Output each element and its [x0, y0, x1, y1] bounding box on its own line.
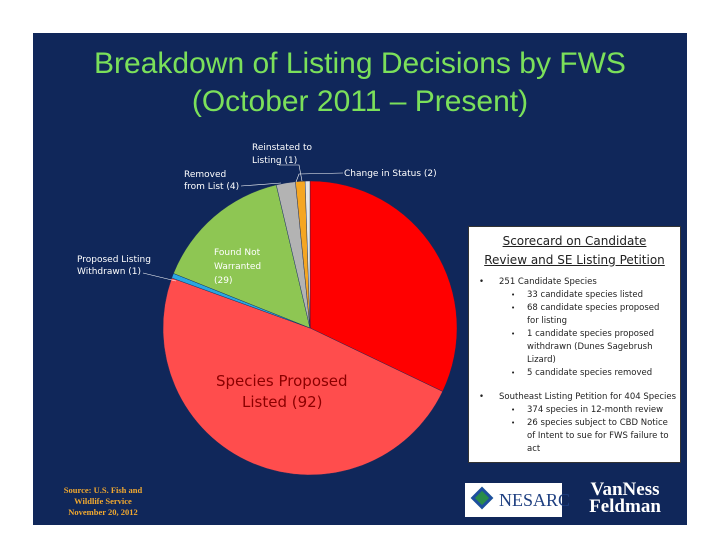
label-reinstated-2: Listing (1): [252, 156, 297, 166]
nesarc-diamond-icon: [470, 486, 494, 510]
source-note: Source: U.S. Fish and Wildlife Service N…: [33, 485, 173, 518]
pie-slice-3: [173, 184, 311, 329]
scorecard-subitem: 33 candidate species listed: [469, 289, 680, 302]
source-line2: Wildlife Service: [74, 496, 132, 506]
slide-title-line2: (October 2011 – Present): [191, 85, 529, 118]
pie-slice-0: [309, 180, 458, 392]
label-removed-1: Removed: [184, 170, 226, 180]
scorecard-title-line2: Review and SE Listing Petition: [484, 253, 665, 267]
label-removed-2: from List (4): [184, 182, 239, 192]
scorecard-subitem: 374 species in 12-month review: [469, 404, 680, 417]
scorecard-subitem: 1 candidate species proposed withdrawn (…: [469, 328, 680, 367]
slide: Breakdown of Listing Decisions by FWS (O…: [33, 33, 687, 525]
source-line1: Source: U.S. Fish and: [63, 485, 143, 495]
nesarc-logo-text: NESARC: [499, 490, 571, 510]
pie-slice-6: [304, 180, 311, 329]
label-listed-2: Listed (61): [344, 291, 425, 309]
label-found-2: Warranted: [214, 262, 261, 272]
nesarc-logo: NESARC: [465, 483, 570, 517]
scorecard-list: 251 Candidate Species 33 candidate speci…: [469, 276, 680, 456]
scorecard-item-petition: Southeast Listing Petition for 404 Speci…: [469, 391, 680, 404]
scorecard-subitem: 26 species subject to CBD Notice of Inte…: [469, 417, 680, 456]
vnf-logo-line1: VanNess: [590, 479, 660, 500]
vnf-logo-line2: Feldman: [589, 496, 661, 517]
leader-removed: [240, 182, 282, 187]
scorecard-subitem: 68 candidate species proposed for listin…: [469, 302, 680, 328]
label-reinstated-1: Reinstated to: [252, 143, 312, 153]
pie-chart: Species Listed (61) Species Proposed Lis…: [77, 143, 458, 476]
label-found-3: (29): [214, 276, 232, 286]
scorecard-subitem: 5 candidate species removed: [469, 367, 680, 380]
van-ness-feldman-logo: VanNess Feldman: [569, 479, 681, 517]
scorecard-item-candidates: 251 Candidate Species: [469, 276, 680, 289]
slide-title-line1: Breakdown of Listing Decisions by FWS: [94, 47, 626, 80]
scorecard-title: Scorecard on Candidate Review and SE Lis…: [469, 232, 680, 270]
pie-slice-1: [162, 277, 443, 476]
label-withdrawn-1: Proposed Listing: [77, 255, 151, 265]
scorecard-title-line1: Scorecard on Candidate: [502, 234, 647, 248]
scorecard-panel: Scorecard on Candidate Review and SE Lis…: [468, 226, 681, 463]
label-listed-1: Species: [344, 270, 402, 288]
label-proposed-1: Species Proposed: [216, 372, 348, 390]
source-line3: November 20, 2012: [68, 507, 138, 517]
label-proposed-2: Listed (92): [242, 393, 323, 411]
leader-reinstated: [279, 164, 303, 182]
label-change: Change in Status (2): [344, 169, 437, 179]
leader-withdrawn: [142, 272, 177, 282]
label-found-1: Found Not: [214, 248, 261, 258]
leader-change: [295, 172, 344, 183]
label-withdrawn-2: Withdrawn (1): [77, 267, 141, 277]
